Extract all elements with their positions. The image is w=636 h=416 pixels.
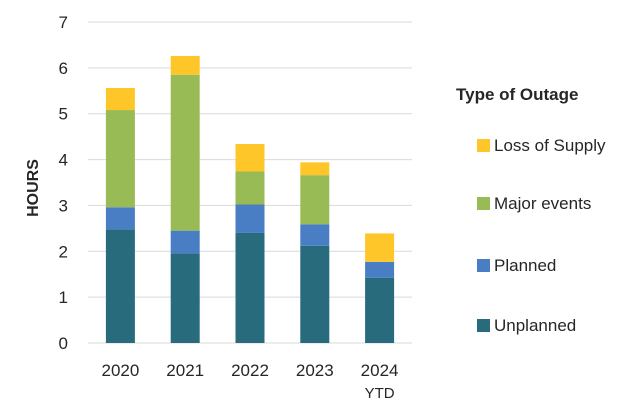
bar-unplanned-4 bbox=[365, 277, 395, 343]
y-tick-label-0: 0 bbox=[59, 334, 68, 353]
legend-label-loss-of-supply: Loss of Supply bbox=[494, 136, 606, 155]
bar-major-events-2 bbox=[235, 171, 265, 205]
bar-unplanned-2 bbox=[235, 232, 265, 343]
bar-unplanned-3 bbox=[300, 245, 330, 343]
bar-planned-0 bbox=[105, 207, 135, 230]
x-tick-label-2: 2022 bbox=[231, 361, 269, 380]
bar-loss-of-supply-0 bbox=[105, 88, 135, 111]
y-tick-label-2: 2 bbox=[59, 242, 68, 261]
bar-planned-4 bbox=[365, 261, 395, 278]
x-tick-label-0: 2020 bbox=[101, 361, 139, 380]
x-tick-label-4: 2024 bbox=[361, 361, 399, 380]
y-tick-label-7: 7 bbox=[59, 13, 68, 32]
bar-major-events-0 bbox=[105, 110, 135, 208]
x-tick-label-4-line1: YTD bbox=[365, 385, 395, 402]
legend-swatch-major-events bbox=[477, 197, 490, 210]
y-tick-label-1: 1 bbox=[59, 288, 68, 307]
bars bbox=[105, 55, 395, 343]
legend-swatch-unplanned bbox=[477, 319, 490, 332]
bar-loss-of-supply-2 bbox=[235, 143, 265, 172]
bar-unplanned-0 bbox=[105, 229, 135, 343]
x-tick-label-3: 2023 bbox=[296, 361, 334, 380]
x-tick-labels: 2020 2021 2022 2023 2024 YTD bbox=[101, 361, 398, 402]
bar-loss-of-supply-4 bbox=[365, 233, 395, 262]
x-tick-label-1: 2021 bbox=[166, 361, 204, 380]
bar-planned-3 bbox=[300, 224, 330, 246]
legend: Type of Outage Loss of Supply Major event… bbox=[456, 85, 606, 335]
y-tick-label-6: 6 bbox=[59, 59, 68, 78]
y-tick-label-4: 4 bbox=[59, 151, 68, 170]
legend-label-unplanned: Unplanned bbox=[494, 316, 576, 335]
bar-major-events-3 bbox=[300, 175, 330, 225]
bar-planned-1 bbox=[170, 230, 200, 254]
bar-unplanned-1 bbox=[170, 253, 200, 343]
y-tick-label-3: 3 bbox=[59, 196, 68, 215]
bar-planned-2 bbox=[235, 204, 265, 233]
bar-major-events-1 bbox=[170, 74, 200, 231]
legend-label-major-events: Major events bbox=[494, 194, 591, 213]
bar-loss-of-supply-1 bbox=[170, 55, 200, 75]
legend-title: Type of Outage bbox=[456, 85, 578, 104]
y-tick-labels: 0 1 2 3 4 5 6 7 bbox=[59, 13, 68, 353]
legend-swatch-planned bbox=[477, 259, 490, 272]
legend-swatch-loss-of-supply bbox=[477, 139, 490, 152]
y-axis-title: HOURS bbox=[25, 159, 42, 217]
bar-loss-of-supply-3 bbox=[300, 162, 330, 176]
legend-label-planned: Planned bbox=[494, 256, 556, 275]
y-tick-label-5: 5 bbox=[59, 105, 68, 124]
